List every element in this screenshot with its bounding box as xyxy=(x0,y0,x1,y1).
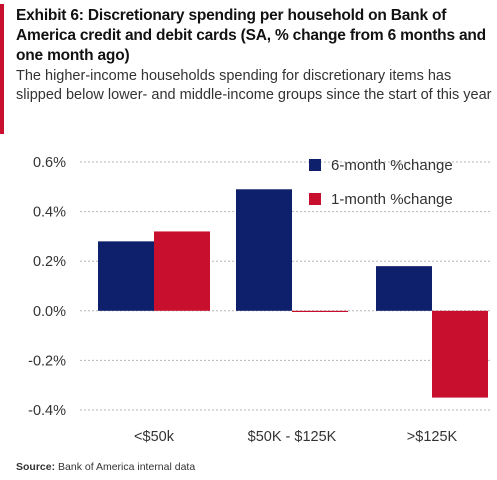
legend-label: 6-month %change xyxy=(331,157,453,174)
legend-swatch xyxy=(309,159,321,171)
accent-bar xyxy=(0,4,4,134)
bar-6-month-2 xyxy=(376,266,432,311)
y-tick-label: -0.4% xyxy=(28,403,66,419)
x-category-label: $50K - $125K xyxy=(248,429,337,445)
legend-label: 1-month %change xyxy=(331,191,453,208)
chart-title: Exhibit 6: Discretionary spending per ho… xyxy=(16,7,486,64)
bar-1-month-1 xyxy=(292,310,348,312)
legend: 6-month %change 1-month %change xyxy=(309,157,453,208)
x-category-label: <$50k xyxy=(134,429,175,445)
y-tick-label: 0.0% xyxy=(33,304,66,320)
y-tick-label: -0.2% xyxy=(28,353,66,369)
y-tick-label: 0.4% xyxy=(33,205,66,221)
y-axis-ticks: 0.6% 0.4% 0.2% 0.0% -0.2% -0.4% xyxy=(28,155,66,419)
y-tick-label: 0.2% xyxy=(33,254,66,270)
bar-1-month-0 xyxy=(154,231,210,311)
source-note: Source: Bank of America internal data xyxy=(16,461,195,473)
bar-6-month-0 xyxy=(98,241,154,311)
chart-subtitle: The higher-income households spending fo… xyxy=(16,68,492,103)
y-tick-label: 0.6% xyxy=(33,155,66,171)
source-text: Bank of America internal data xyxy=(58,461,196,473)
x-axis-categories: <$50k $50K - $125K >$125K xyxy=(134,429,457,445)
bars xyxy=(98,189,488,398)
bar-6-month-1 xyxy=(236,189,292,311)
source-label: Source: xyxy=(16,461,56,473)
bar-1-month-2 xyxy=(432,310,488,398)
x-category-label: >$125K xyxy=(407,429,458,445)
legend-swatch xyxy=(309,193,321,205)
chart-header: Exhibit 6: Discretionary spending per ho… xyxy=(16,6,492,105)
